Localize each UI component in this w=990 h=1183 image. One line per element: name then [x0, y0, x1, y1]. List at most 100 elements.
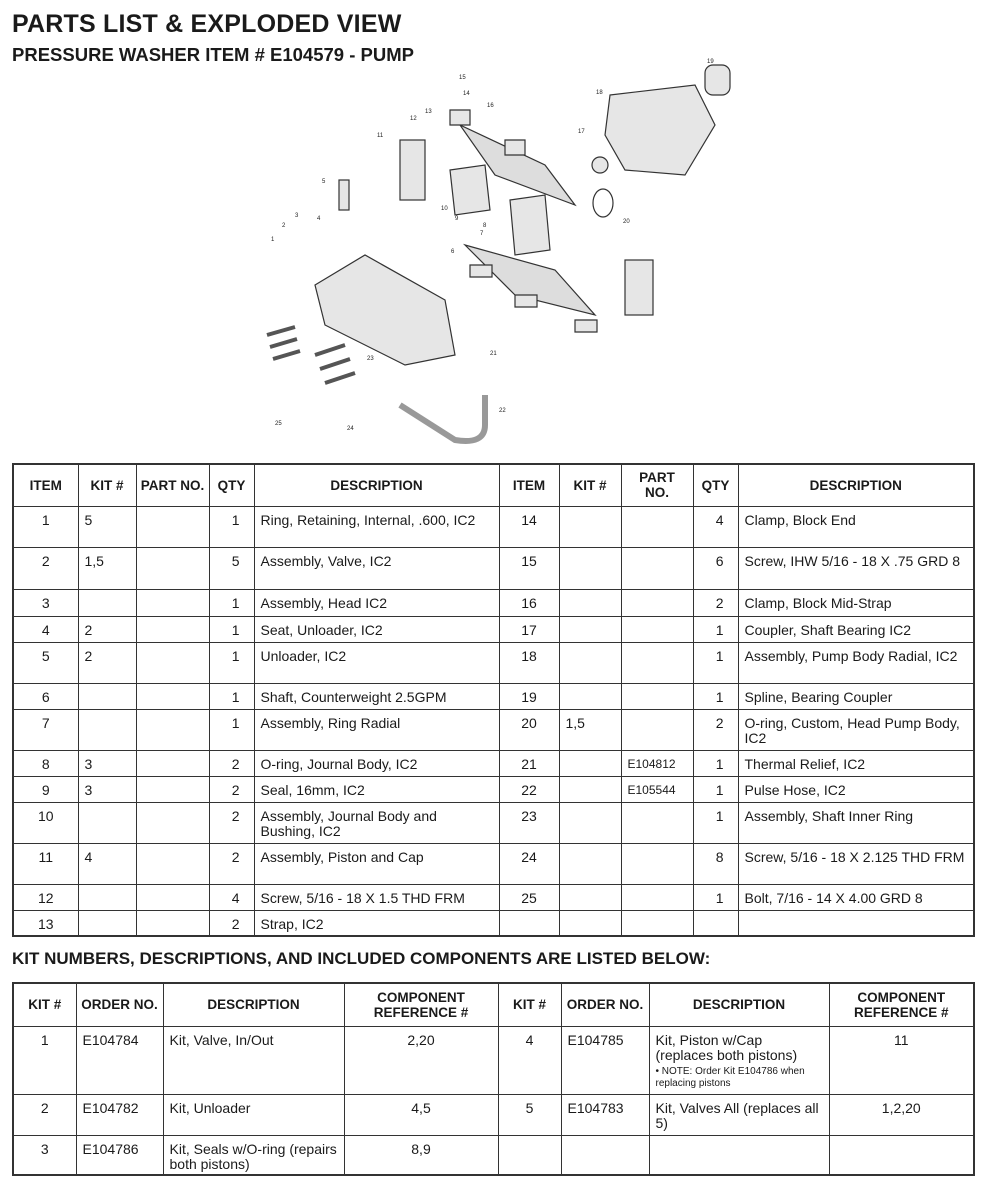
kit-number [558, 641, 622, 684]
description: Ring, Retaining, Internal, .600, IC2 [253, 505, 500, 548]
item-number: 15 [498, 546, 560, 590]
item-number: 19 [498, 682, 560, 710]
piston-cap-lower [624, 259, 654, 316]
item-number: 8 [12, 749, 79, 777]
quantity: 4 [208, 883, 255, 911]
part-number: E105544 [620, 775, 694, 803]
part-number [620, 883, 694, 911]
table-row: 1 5 1 Ring, Retaining, Internal, .600, IC2 1… [12, 505, 975, 548]
header-qty: QTY [208, 463, 255, 507]
component-reference: 4,5 [343, 1093, 499, 1136]
kit-number [77, 801, 137, 844]
component-reference: 1,2,20 [828, 1093, 975, 1136]
kit-number [77, 682, 137, 710]
callout-25: 25 [275, 421, 282, 427]
callout-10: 10 [441, 206, 448, 212]
quantity: 1 [208, 641, 255, 684]
header-description: DESCRIPTION [162, 982, 345, 1027]
description-text: Kit, Unloader [169, 1099, 251, 1116]
kit-number [558, 801, 622, 844]
callout-7: 7 [480, 231, 484, 237]
quantity: 2 [692, 708, 739, 751]
description: Screw, 5/16 - 18 X 2.125 THD FRM [737, 842, 975, 885]
item-number: 16 [498, 588, 560, 617]
header-description: DESCRIPTION [253, 463, 500, 507]
callout-12: 12 [410, 116, 417, 122]
callout-18: 18 [596, 90, 603, 96]
quantity: 1 [692, 883, 739, 911]
callout-5: 5 [322, 179, 326, 185]
description: Assembly, Journal Body and Bushing, IC2 [253, 801, 500, 844]
header-order-no: ORDER NO. [75, 982, 164, 1027]
header-component-ref: COMPONENT REFERENCE # [343, 982, 499, 1027]
header-kit: KIT # [497, 982, 562, 1027]
quantity: 6 [692, 546, 739, 590]
kit-number [77, 883, 137, 911]
kit-number [558, 775, 622, 803]
description: Bolt, 7/16 - 14 X 4.00 GRD 8 [737, 883, 975, 911]
part-number [620, 708, 694, 751]
page-subtitle: PRESSURE WASHER ITEM # E104579 - PUMP [12, 44, 414, 65]
table-row: 10 2 Assembly, Journal Body and Bushing, I… [12, 801, 975, 844]
part-number [620, 615, 694, 643]
description: Assembly, Pump Body Radial, IC2 [737, 641, 975, 684]
callout-23: 23 [367, 356, 374, 362]
item-number: 17 [498, 615, 560, 643]
item-number: 18 [498, 641, 560, 684]
page-title: PARTS LIST & EXPLODED VIEW [12, 10, 402, 38]
header-qty: QTY [692, 463, 739, 507]
description: Shaft, Counterweight 2.5GPM [253, 682, 500, 710]
item-number: 14 [498, 505, 560, 548]
description: Seal, 16mm, IC2 [253, 775, 500, 803]
callout-3: 3 [295, 213, 299, 219]
quantity: 2 [692, 588, 739, 617]
kit-number: 5 [497, 1093, 562, 1136]
kit-number [558, 615, 622, 643]
quantity: 2 [208, 749, 255, 777]
table-row: 5 2 1 Unloader, IC2 18 1 Assembly, Pump Body R… [12, 641, 975, 684]
kit-number [558, 842, 622, 885]
table-row: 3 1 Assembly, Head IC2 16 2 Clamp, Block Mid-… [12, 588, 975, 617]
callout-4: 4 [317, 216, 321, 222]
callout-6: 6 [451, 249, 455, 255]
kit-number: 3 [77, 775, 137, 803]
part-number [135, 682, 210, 710]
quantity: 2 [208, 842, 255, 885]
quantity: 1 [692, 641, 739, 684]
kit-number [558, 909, 622, 937]
quantity: 4 [692, 505, 739, 548]
description: Assembly, Ring Radial [253, 708, 500, 751]
clamps [449, 109, 598, 333]
journal-block [509, 194, 551, 256]
exploded-view-diagram: 123 4567891011121314151617181920212223242… [266, 59, 731, 444]
header-order-no: ORDER NO. [560, 982, 650, 1027]
callout-11: 11 [377, 133, 384, 139]
kit-number: 3 [12, 1134, 77, 1176]
table-row: 9 3 2 Seal, 16mm, IC2 22 E105544 1 Pulse Hose, … [12, 775, 975, 803]
callout-22: 22 [499, 408, 506, 414]
callout-17: 17 [578, 129, 585, 135]
description [737, 909, 975, 937]
table-row: 1 E104784 Kit, Valve, In/Out 2,20 4 E104785 Ki… [12, 1025, 975, 1095]
component-reference: 2,20 [343, 1025, 499, 1095]
quantity: 1 [208, 588, 255, 617]
quantity: 2 [208, 775, 255, 803]
header-kit: KIT # [12, 982, 77, 1027]
kit-number [77, 588, 137, 617]
part-number [135, 615, 210, 643]
item-number: 5 [12, 641, 79, 684]
kit-number [558, 883, 622, 911]
quantity: 1 [208, 615, 255, 643]
part-number [135, 909, 210, 937]
item-number: 1 [12, 505, 79, 548]
kit-number [558, 682, 622, 710]
callout-1: 1 [271, 237, 275, 243]
item-number: 10 [12, 801, 79, 844]
description: Assembly, Head IC2 [253, 588, 500, 617]
header-part-no: PART NO. [135, 463, 210, 507]
part-number [135, 749, 210, 777]
unloader [338, 179, 350, 211]
kit-number: 2 [77, 641, 137, 684]
kit-number: 1,5 [77, 546, 137, 590]
callout-24: 24 [347, 426, 354, 432]
